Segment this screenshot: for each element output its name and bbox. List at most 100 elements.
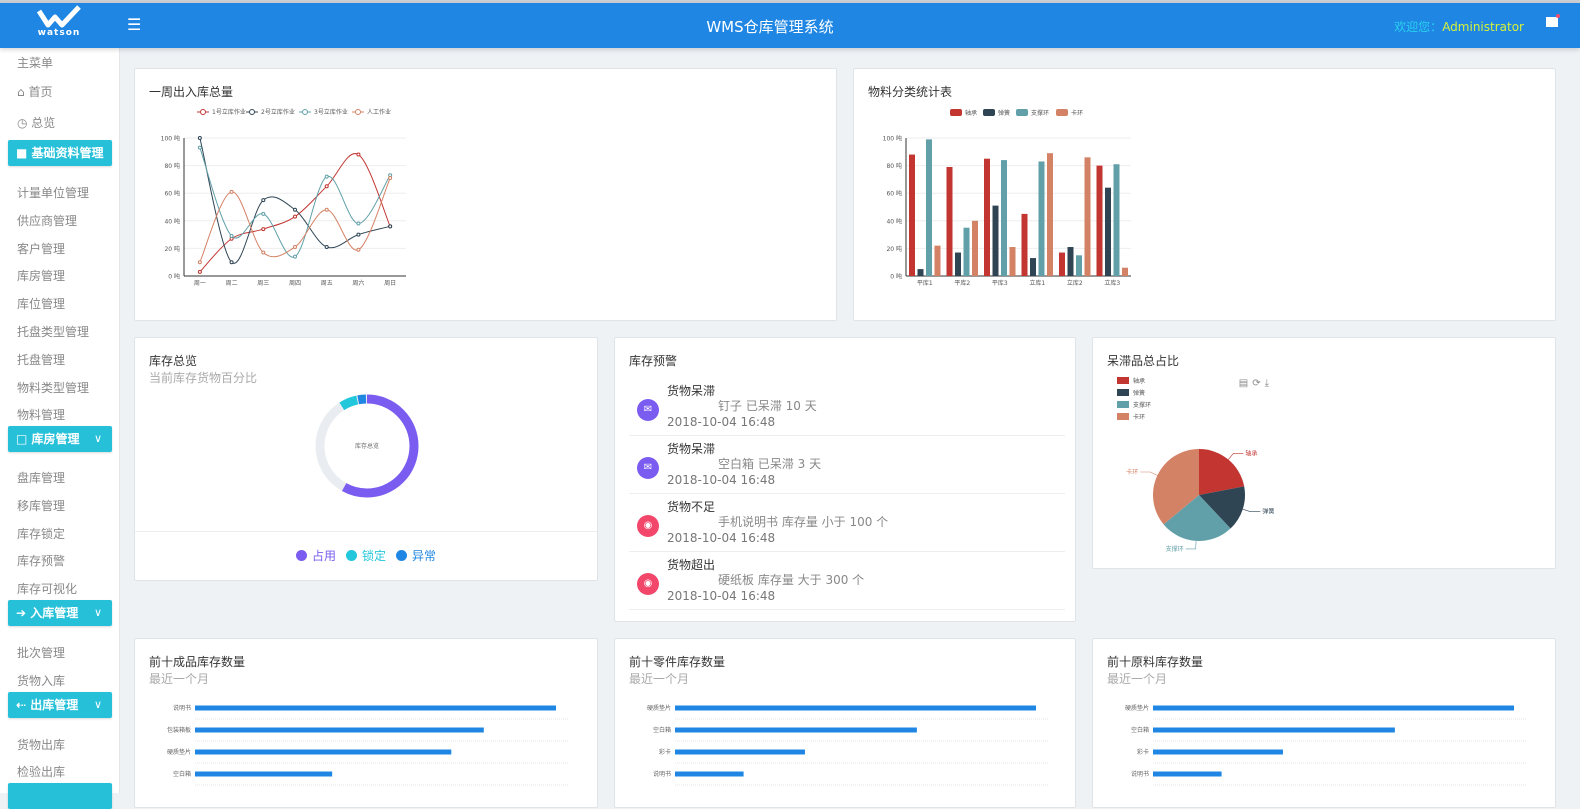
bar[interactable] — [195, 727, 484, 733]
sidebar-item[interactable]: 客户管理 — [17, 241, 66, 256]
bar[interactable] — [984, 158, 990, 276]
bar[interactable] — [675, 771, 744, 777]
data-point[interactable] — [261, 250, 266, 255]
sidebar-item[interactable]: 货物入库 — [17, 674, 66, 688]
pie-slice[interactable] — [1199, 449, 1245, 495]
data-point[interactable] — [197, 269, 202, 274]
data-view-icon[interactable]: ▤ — [1238, 378, 1253, 389]
legend-item[interactable]: 占用 — [295, 547, 336, 564]
legend-item[interactable]: 支撑环 — [1117, 401, 1151, 409]
bar[interactable] — [955, 252, 961, 276]
donut-segment[interactable] — [315, 394, 419, 498]
data-point[interactable] — [324, 207, 329, 212]
data-point[interactable] — [293, 254, 297, 259]
data-point[interactable] — [356, 221, 361, 226]
legend-item[interactable]: 3号立库作业 — [299, 108, 348, 116]
sidebar-group-more[interactable] — [8, 783, 112, 809]
sidebar-item[interactable]: 检验出库 — [17, 765, 66, 779]
legend-item[interactable]: 弹簧 — [983, 109, 1010, 117]
bar[interactable] — [1047, 153, 1053, 276]
sidebar-item[interactable]: 托盘管理 — [17, 352, 66, 367]
bar[interactable] — [1021, 213, 1028, 276]
bar[interactable] — [1096, 165, 1103, 276]
bar[interactable] — [1084, 157, 1091, 276]
data-point[interactable] — [293, 214, 297, 219]
pie-slice[interactable] — [1153, 449, 1199, 525]
sidebar-group-3[interactable]: ⇠ 出库管理 ∨ — [8, 692, 112, 718]
bar[interactable] — [1113, 164, 1120, 276]
hamburger-icon[interactable]: ☰ — [127, 15, 142, 34]
legend-item[interactable]: 轴承 — [950, 109, 977, 117]
data-point[interactable] — [356, 232, 361, 237]
data-point[interactable] — [324, 174, 329, 179]
data-point[interactable] — [388, 176, 393, 181]
sidebar-group-0[interactable]: ■ 基础资料管理 — [8, 140, 112, 166]
data-point[interactable] — [324, 184, 329, 189]
sidebar-group-2[interactable]: ➔ 入库管理 ∨ — [8, 600, 112, 626]
sidebar-item[interactable]: 计量单位管理 — [17, 186, 90, 200]
data-point[interactable] — [197, 260, 202, 265]
sidebar-item[interactable]: 货物出库 — [17, 738, 66, 752]
data-point[interactable] — [356, 247, 361, 252]
sidebar-item-dashboard[interactable]: ◷ 总览 — [17, 114, 55, 131]
donut-segment[interactable] — [312, 391, 422, 501]
data-point[interactable] — [229, 260, 234, 265]
sidebar-item[interactable]: 移库管理 — [17, 498, 66, 513]
sidebar-item[interactable]: 盘库管理 — [17, 471, 66, 485]
sidebar-item[interactable]: 物料管理 — [17, 408, 66, 423]
bar[interactable] — [1038, 161, 1045, 276]
data-point[interactable] — [229, 233, 234, 238]
bar[interactable] — [195, 749, 452, 755]
bar[interactable] — [946, 166, 953, 276]
data-point[interactable] — [229, 189, 234, 194]
bar[interactable] — [1001, 160, 1007, 276]
bar[interactable] — [675, 749, 805, 755]
bar[interactable] — [195, 705, 556, 711]
sidebar-item[interactable]: 托盘类型管理 — [17, 325, 90, 339]
data-point[interactable] — [324, 245, 329, 250]
legend-item[interactable]: 支撑环 — [1016, 109, 1049, 117]
legend-item[interactable]: 异常 — [396, 547, 436, 564]
alert-item[interactable]: ✉ 货物呆滞 钉子 已呆滞 10 天 2018-10-04 16:48 — [629, 378, 1065, 436]
bar[interactable] — [972, 220, 978, 276]
flag-icon[interactable] — [1546, 14, 1560, 27]
logo[interactable]: watson — [0, 3, 118, 48]
data-point[interactable] — [356, 152, 361, 157]
legend-item[interactable]: 轴承 — [1117, 377, 1145, 385]
data-point[interactable] — [388, 224, 393, 229]
sidebar-item[interactable]: 供应商管理 — [17, 213, 78, 228]
username-link[interactable]: Administrator — [1442, 20, 1524, 34]
bar[interactable] — [934, 245, 941, 276]
bar[interactable] — [1067, 247, 1074, 276]
bar[interactable] — [926, 139, 932, 276]
bar[interactable] — [909, 154, 915, 276]
pie-slice[interactable] — [1163, 495, 1231, 541]
legend-item[interactable]: 人工作业 — [352, 108, 391, 116]
bar[interactable] — [1153, 705, 1514, 711]
alert-item[interactable]: ◉ 货物超出 硬纸板 库存量 大于 300 个 2018-10-04 16:48 — [629, 552, 1065, 610]
sidebar-item-home[interactable]: ⌂ 首页 — [17, 83, 52, 100]
sidebar-group-1[interactable]: □ 库房管理 ∨ — [8, 426, 112, 452]
sidebar-item[interactable]: 库存锁定 — [17, 526, 66, 541]
pie-slice[interactable] — [1199, 486, 1245, 529]
sidebar-item[interactable]: 库位管理 — [17, 297, 66, 312]
bar[interactable] — [1153, 771, 1222, 777]
data-point[interactable] — [261, 227, 266, 232]
sidebar-item[interactable]: 物料类型管理 — [17, 380, 90, 395]
bar[interactable] — [1153, 749, 1283, 755]
legend-item[interactable]: 锁定 — [345, 547, 386, 564]
bar[interactable] — [1153, 727, 1395, 733]
bar[interactable] — [1030, 258, 1036, 276]
download-icon[interactable]: ⤓ — [1264, 378, 1273, 389]
bar[interactable] — [675, 727, 917, 733]
data-point[interactable] — [197, 136, 202, 140]
sidebar-item[interactable]: 库存可视化 — [17, 582, 78, 597]
sidebar-item[interactable]: 库存预警 — [17, 554, 66, 569]
data-point[interactable] — [293, 245, 297, 250]
legend-item[interactable]: 1号立库作业 — [197, 108, 246, 116]
refresh-icon[interactable]: ⟳ — [1252, 378, 1265, 389]
data-point[interactable] — [293, 207, 297, 212]
bar[interactable] — [1059, 252, 1065, 276]
legend-item[interactable]: 2号立库作业 — [246, 108, 295, 116]
data-point[interactable] — [261, 198, 266, 203]
